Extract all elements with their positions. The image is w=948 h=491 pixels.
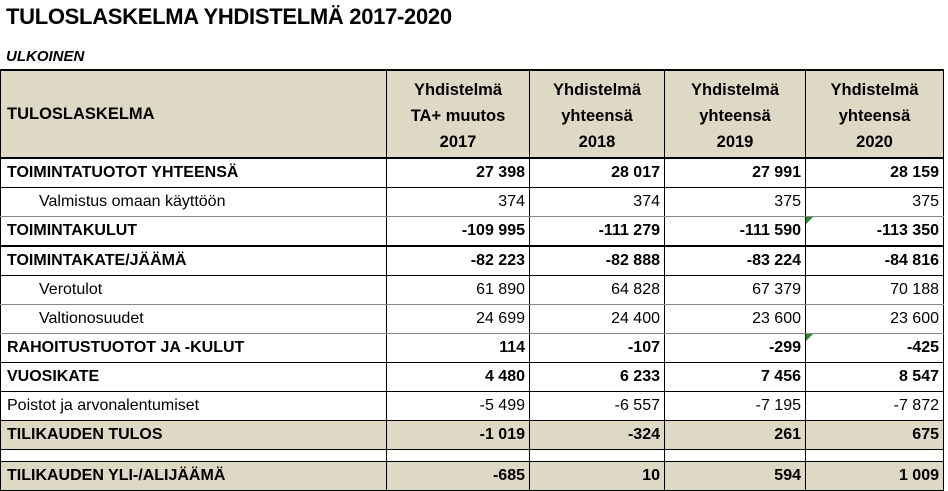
row-label: TOIMINTAKATE/JÄÄMÄ bbox=[0, 245, 387, 276]
comment-indicator-icon bbox=[806, 334, 813, 341]
table-row: TOIMINTAKATE/JÄÄMÄ -82 223 -82 888 -83 2… bbox=[0, 245, 944, 276]
section-subtitle: ULKOINEN bbox=[6, 48, 85, 65]
cell-value: -84 816 bbox=[805, 245, 944, 276]
header-line: 2017 bbox=[439, 133, 477, 151]
cell-value: -109 995 bbox=[386, 216, 530, 247]
row-label: Valtionosuudet bbox=[0, 304, 387, 334]
spacer-cell bbox=[529, 449, 665, 462]
spacer-cell bbox=[386, 449, 530, 462]
header-col-2017: Yhdistelmä TA+ muutos 2017 bbox=[386, 69, 530, 159]
comment-indicator-icon bbox=[806, 217, 813, 224]
spacer-row bbox=[0, 449, 944, 462]
cell-value: -82 223 bbox=[386, 245, 530, 276]
cell-value: 375 bbox=[805, 187, 944, 217]
cell-value: 23 600 bbox=[664, 304, 806, 334]
header-col-2018: Yhdistelmä yhteensä 2018 bbox=[529, 69, 665, 159]
cell-value-commented: -113 350 bbox=[805, 216, 944, 247]
cell-value: 261 bbox=[664, 420, 806, 450]
table-row: TILIKAUDEN TULOS -1 019 -324 261 675 bbox=[0, 420, 944, 450]
cell-value: -324 bbox=[529, 420, 665, 450]
row-label: TILIKAUDEN TULOS bbox=[0, 420, 387, 450]
cell-value: -299 bbox=[664, 333, 806, 363]
header-line: Yhdistelmä bbox=[413, 81, 503, 99]
header-line: 2019 bbox=[716, 133, 754, 151]
cell-value: 27 991 bbox=[664, 157, 806, 188]
spacer-cell bbox=[805, 449, 944, 462]
table-row: Valtionosuudet 24 699 24 400 23 600 23 6… bbox=[0, 304, 944, 334]
cell-value: 375 bbox=[664, 187, 806, 217]
row-label: RAHOITUSTUOTOT JA -KULUT bbox=[0, 333, 387, 363]
row-label: TOIMINTATUOTOT YHTEENSÄ bbox=[0, 157, 387, 188]
cell-value: -83 224 bbox=[664, 245, 806, 276]
header-col-2019: Yhdistelmä yhteensä 2019 bbox=[664, 69, 806, 159]
cell-value: -107 bbox=[529, 333, 665, 363]
header-label: TULOSLASKELMA bbox=[0, 69, 387, 159]
header-line: Yhdistelmä bbox=[830, 81, 919, 99]
cell-value: 10 bbox=[529, 461, 665, 491]
header-line: Yhdistelmä bbox=[690, 81, 780, 99]
cell-value: -111 279 bbox=[529, 216, 665, 247]
row-label: Verotulot bbox=[0, 275, 387, 305]
cell-value: 7 456 bbox=[664, 362, 806, 392]
header-col-2020: Yhdistelmä yhteensä 2020 bbox=[805, 69, 944, 159]
cell-value: 675 bbox=[805, 420, 944, 450]
cell-value: -82 888 bbox=[529, 245, 665, 276]
cell-value: -7 195 bbox=[664, 391, 806, 421]
table-row: Valmistus omaan käyttöön 374 374 375 375 bbox=[0, 187, 944, 217]
cell-value: 1 009 bbox=[805, 461, 944, 491]
cell-value: -7 872 bbox=[805, 391, 944, 421]
cell-value: 61 890 bbox=[386, 275, 530, 305]
header-line: yhteensä bbox=[699, 107, 771, 125]
row-label: TOIMINTAKULUT bbox=[0, 216, 387, 247]
cell-value: 374 bbox=[529, 187, 665, 217]
header-line: 2018 bbox=[578, 133, 616, 151]
table-row: RAHOITUSTUOTOT JA -KULUT 114 -107 -299 -… bbox=[0, 333, 944, 363]
cell-value: 8 547 bbox=[805, 362, 944, 392]
row-label: Poistot ja arvonalentumiset bbox=[0, 391, 387, 421]
cell-value: 67 379 bbox=[664, 275, 806, 305]
spacer-cell bbox=[0, 449, 387, 462]
cell-value: 4 480 bbox=[386, 362, 530, 392]
cell-value: 114 bbox=[386, 333, 530, 363]
header-line: 2020 bbox=[856, 133, 893, 151]
header-line: yhteensä bbox=[838, 107, 911, 125]
row-label: TILIKAUDEN YLI-/ALIJÄÄMÄ bbox=[0, 461, 387, 491]
cell-value: 6 233 bbox=[529, 362, 665, 392]
cell-value: 23 600 bbox=[805, 304, 944, 334]
header-row: TULOSLASKELMA Yhdistelmä TA+ muutos 2017… bbox=[0, 69, 944, 159]
cell-value: -685 bbox=[386, 461, 530, 491]
cell-text: -425 bbox=[906, 339, 939, 356]
header-line: yhteensä bbox=[561, 107, 633, 125]
cell-text: -113 350 bbox=[876, 222, 939, 239]
table-row: TOIMINTAKULUT -109 995 -111 279 -111 590… bbox=[0, 216, 944, 247]
header-line: Yhdistelmä bbox=[552, 81, 642, 99]
cell-value: 24 400 bbox=[529, 304, 665, 334]
table-row: Poistot ja arvonalentumiset -5 499 -6 55… bbox=[0, 391, 944, 421]
cell-value: 27 398 bbox=[386, 157, 530, 188]
cell-value: 28 017 bbox=[529, 157, 665, 188]
table-row: Verotulot 61 890 64 828 67 379 70 188 bbox=[0, 275, 944, 305]
spacer-cell bbox=[664, 449, 806, 462]
cell-value: 28 159 bbox=[805, 157, 944, 188]
cell-value: -1 019 bbox=[386, 420, 530, 450]
cell-value: 594 bbox=[664, 461, 806, 491]
page-title: TULOSLASKELMA YHDISTELMÄ 2017-2020 bbox=[6, 4, 452, 29]
table-row: TOIMINTATUOTOT YHTEENSÄ 27 398 28 017 27… bbox=[0, 157, 944, 188]
cell-value: -111 590 bbox=[664, 216, 806, 247]
cell-value: 24 699 bbox=[386, 304, 530, 334]
cell-value: -6 557 bbox=[529, 391, 665, 421]
row-label: VUOSIKATE bbox=[0, 362, 387, 392]
cell-value: 64 828 bbox=[529, 275, 665, 305]
cell-value: -5 499 bbox=[386, 391, 530, 421]
cell-value: 70 188 bbox=[805, 275, 944, 305]
cell-value-commented: -425 bbox=[805, 333, 944, 363]
row-label: Valmistus omaan käyttöön bbox=[0, 187, 387, 217]
cell-value: 374 bbox=[386, 187, 530, 217]
header-line: TA+ muutos bbox=[410, 107, 506, 125]
income-statement-table: TULOSLASKELMA Yhdistelmä TA+ muutos 2017… bbox=[0, 69, 944, 491]
table-row: VUOSIKATE 4 480 6 233 7 456 8 547 bbox=[0, 362, 944, 392]
table-row: TILIKAUDEN YLI-/ALIJÄÄMÄ -685 10 594 1 0… bbox=[0, 461, 944, 491]
